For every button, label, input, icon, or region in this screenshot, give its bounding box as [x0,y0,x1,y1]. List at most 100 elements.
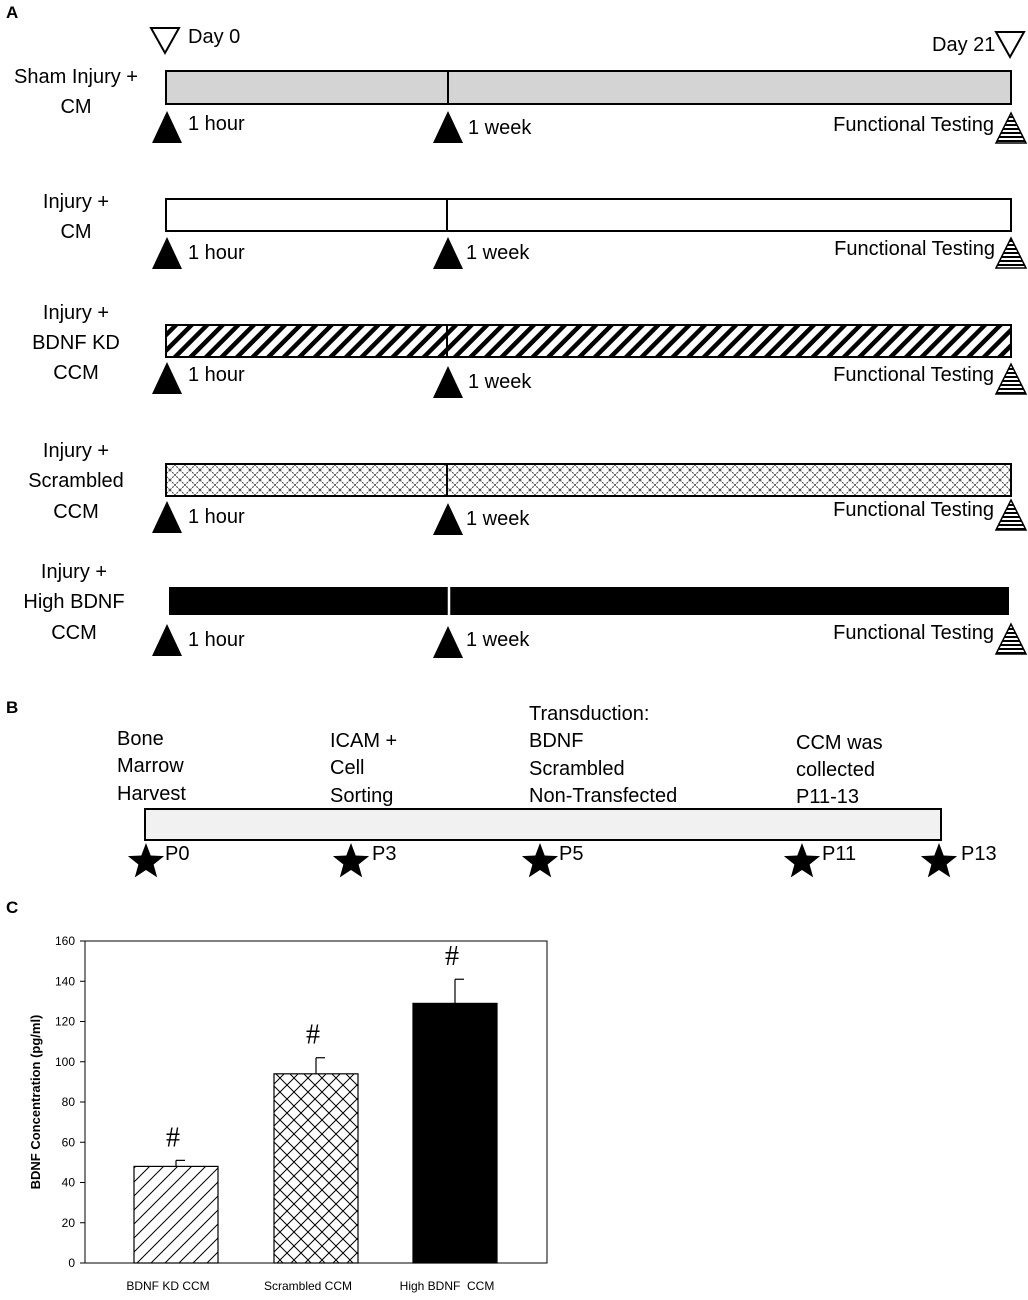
week-marker-icon [433,111,463,143]
passage-markers: P0 P3 P5 P11 P13 [127,843,997,878]
group-name-line: High BDNF [23,591,124,613]
week-marker-icon [433,503,463,535]
testing-marker-icon [994,236,1028,269]
star-icon [783,843,821,878]
group-name-line: CCM [53,501,99,523]
week-marker-icon [433,626,463,658]
group-sham-cm: Sham Injury + CM 1 hour 1 week Functiona… [14,66,1028,144]
hour-marker-icon [152,624,182,656]
functional-testing-label: Functional Testing [833,114,994,136]
group-name-line: CCM [51,622,97,644]
hour-label: 1 hour [188,113,245,135]
bar [133,1165,219,1264]
passage-label: P0 [165,843,189,865]
x-tick-label: BDNF KD CCM [126,1279,209,1293]
functional-testing-label: Functional Testing [833,499,994,521]
group-name-line: Sham Injury + [14,66,138,88]
bar [412,1002,498,1264]
significance-mark: # [166,1122,180,1153]
hour-marker-icon [152,237,182,269]
group-name-line: BDNF KD [32,332,120,354]
timeline-bar [165,324,1012,358]
star-icon [920,843,958,878]
group-name-line: CM [60,96,91,118]
group-name-line: CCM [53,362,99,384]
culture-timeline-bar [144,808,942,841]
group-injury-cm: Injury + CM 1 hour 1 week Functional Tes… [43,191,1028,269]
panel-a-label: A [6,3,18,22]
y-tick-label: 140 [55,974,75,988]
week-label: 1 week [468,117,532,139]
bdnf-bar-chart: 0 20 40 60 80 100 120 140 160 BDNF Concentration … [28,934,548,1293]
step-text: Transduction: [529,703,649,725]
y-tick-label: 120 [55,1015,75,1029]
functional-testing-label: Functional Testing [834,238,995,260]
step-text: Sorting [330,785,393,807]
week-marker-icon [433,237,463,269]
star-icon [127,843,165,878]
hour-label: 1 hour [188,242,245,264]
group-name-line: Injury + [43,440,109,462]
timeline-bar [165,198,1012,232]
y-axis-label: BDNF Concentration (pg/ml) [28,1015,43,1190]
star-icon [332,843,370,878]
x-tick-label: Scrambled CCM [264,1279,352,1293]
y-tick-label: 20 [62,1216,76,1230]
passage-label: P13 [961,843,997,865]
x-tick-label: High BDNF CCM [400,1279,495,1293]
significance-mark: # [445,941,459,972]
y-tick-label: 60 [62,1135,76,1149]
step-text: Cell [330,757,364,779]
step-text: ICAM + [330,730,397,752]
step-text: CCM was [796,732,883,754]
hour-label: 1 hour [188,629,245,651]
panel-b-label: B [6,698,18,717]
week-label: 1 week [466,629,530,651]
group-name-line: Injury + [41,561,107,583]
bar [273,1073,359,1264]
timeline-bar [165,463,1012,497]
step-text: Scrambled [529,758,625,780]
hour-label: 1 hour [188,506,245,528]
step-bone-marrow: Bone Marrow Harvest [117,728,186,805]
testing-marker-icon [994,622,1028,655]
functional-testing-label: Functional Testing [833,364,994,386]
hour-label: 1 hour [188,364,245,386]
day21-triangle-icon [994,31,1026,60]
passage-label: P3 [372,843,396,865]
panel-c-label: C [6,898,18,917]
step-text: BDNF [529,730,583,752]
group-high-bdnf-ccm: Injury + High BDNF CCM 1 hour 1 week Fun… [23,561,1028,658]
week-marker-icon [433,366,463,398]
y-tick-label: 100 [55,1055,75,1069]
testing-marker-icon [994,362,1028,395]
step-icam-sorting: ICAM + Cell Sorting [330,730,397,807]
timeline-bar [165,70,1012,105]
group-name-line: Injury + [43,191,109,213]
functional-testing-label: Functional Testing [833,622,994,644]
y-tick-label: 80 [62,1095,76,1109]
significance-mark: # [306,1020,320,1051]
week-label: 1 week [466,242,530,264]
group-name-line: Injury + [43,302,109,324]
y-tick-label: 0 [68,1256,75,1270]
group-name-line: Scrambled [28,470,124,492]
y-tick-label: 160 [55,934,75,948]
week-label: 1 week [466,508,530,530]
day0-triangle-icon [149,27,181,56]
step-text: Marrow [117,755,184,777]
step-text: P11-13 [796,786,859,808]
step-transduction: Transduction: BDNF Scrambled Non-Transfe… [529,703,677,807]
step-text: collected [796,759,875,781]
star-icon [521,843,559,878]
testing-marker-icon [994,111,1028,144]
hour-marker-icon [152,111,182,143]
week-label: 1 week [468,371,532,393]
passage-label: P11 [822,843,856,865]
day0-label: Day 0 [188,26,240,48]
group-name-line: CM [60,221,91,243]
passage-label: P5 [559,843,583,865]
step-text: Bone [117,728,164,750]
